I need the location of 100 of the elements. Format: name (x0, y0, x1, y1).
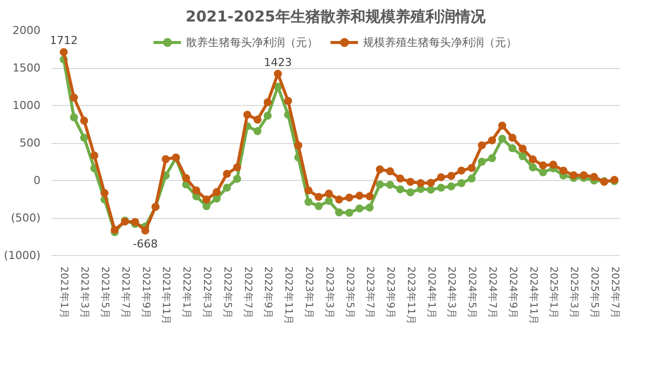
x-tick-label: 2023年7月 (364, 266, 376, 318)
x-tick-label: 2021年1月 (58, 266, 70, 318)
point (549, 160, 558, 169)
x-tick-label: 2024年9月 (506, 266, 519, 318)
point (233, 163, 242, 172)
x-tick-label: 2023年3月 (323, 266, 336, 318)
x-tick-label: 2023年1月 (302, 266, 315, 318)
point (580, 171, 588, 180)
point (468, 174, 476, 183)
point (416, 179, 425, 188)
x-tick-label: 2022年9月 (262, 266, 274, 318)
legend-label: 规模养殖生猪每头净利润（元） (363, 34, 517, 50)
x-tick-label: 2022年1月 (180, 266, 193, 318)
point (314, 202, 323, 210)
x-tick-label: 2022年11月 (282, 266, 295, 325)
point (345, 194, 354, 202)
point (80, 134, 88, 142)
y-tick-label: 0 (34, 174, 40, 187)
point (324, 190, 333, 198)
point (406, 178, 414, 186)
point (202, 202, 210, 210)
point (528, 155, 537, 164)
point (162, 155, 170, 164)
x-tick-label: 2023年9月 (384, 266, 397, 318)
point (141, 226, 150, 235)
x-tick-label: 2025年1月 (548, 266, 560, 318)
point (447, 172, 456, 180)
point (457, 166, 466, 175)
point (528, 163, 537, 172)
point (192, 186, 200, 194)
point (212, 188, 221, 196)
x-tick-label: 2025年5月 (588, 266, 601, 318)
x-tick-label: 2025年7月 (608, 266, 621, 318)
point (426, 186, 435, 194)
point (335, 208, 344, 216)
point (243, 110, 252, 119)
point (182, 174, 190, 182)
x-tick-label: 2024年3月 (446, 266, 458, 318)
point (478, 158, 486, 166)
point (355, 192, 364, 200)
point (488, 154, 496, 162)
x-tick-label: 2024年5月 (466, 266, 478, 318)
point (437, 173, 446, 182)
point (518, 152, 527, 160)
x-tick-label: 2025年3月 (568, 266, 580, 318)
point (468, 164, 476, 172)
point (590, 172, 598, 181)
point (406, 188, 414, 196)
point (539, 168, 548, 176)
point (314, 192, 323, 201)
point (70, 113, 78, 122)
data-label: -668 (132, 238, 158, 251)
legend-label: 散养生猪每头净利润（元） (186, 34, 318, 50)
point (60, 48, 68, 56)
point (366, 192, 374, 200)
x-tick-label: 2023年5月 (344, 266, 356, 318)
point (222, 170, 231, 178)
x-tick-label: 2024年7月 (486, 266, 499, 318)
x-tick-label: 2021年5月 (99, 266, 112, 318)
point (498, 122, 506, 130)
point (426, 178, 435, 187)
point (335, 196, 344, 204)
point (386, 180, 394, 189)
point (222, 184, 231, 192)
x-tick-label: 2021年11月 (160, 266, 172, 325)
point (294, 141, 302, 150)
point (304, 198, 312, 206)
point (100, 189, 109, 198)
point (202, 196, 210, 204)
y-tick-label: 1000 (12, 99, 41, 112)
point (437, 184, 446, 192)
y-tick-label: 1500 (12, 62, 41, 74)
x-tick-label: 2021年3月 (78, 266, 91, 318)
y-tick-label: 500 (20, 136, 41, 150)
point (508, 144, 516, 152)
point (570, 171, 578, 180)
point (274, 70, 282, 78)
y-tick-label: 2000 (12, 24, 41, 37)
point (518, 144, 527, 153)
point (355, 204, 364, 212)
point (478, 141, 486, 150)
y-tick-label: (500) (10, 212, 41, 224)
point (253, 116, 262, 124)
point (539, 161, 548, 170)
data-label: 1423 (264, 56, 292, 69)
point (304, 186, 312, 194)
x-tick-label: 2022年3月 (201, 266, 213, 318)
point (70, 94, 78, 102)
point (386, 167, 394, 176)
point (447, 182, 456, 190)
point (324, 196, 333, 205)
point (366, 204, 374, 212)
point (212, 194, 221, 203)
point (376, 165, 384, 174)
x-tick-label: 2024年1月 (425, 266, 438, 318)
point (508, 134, 516, 142)
point (90, 152, 98, 160)
point (253, 127, 262, 136)
point (396, 174, 404, 183)
point (345, 208, 354, 217)
